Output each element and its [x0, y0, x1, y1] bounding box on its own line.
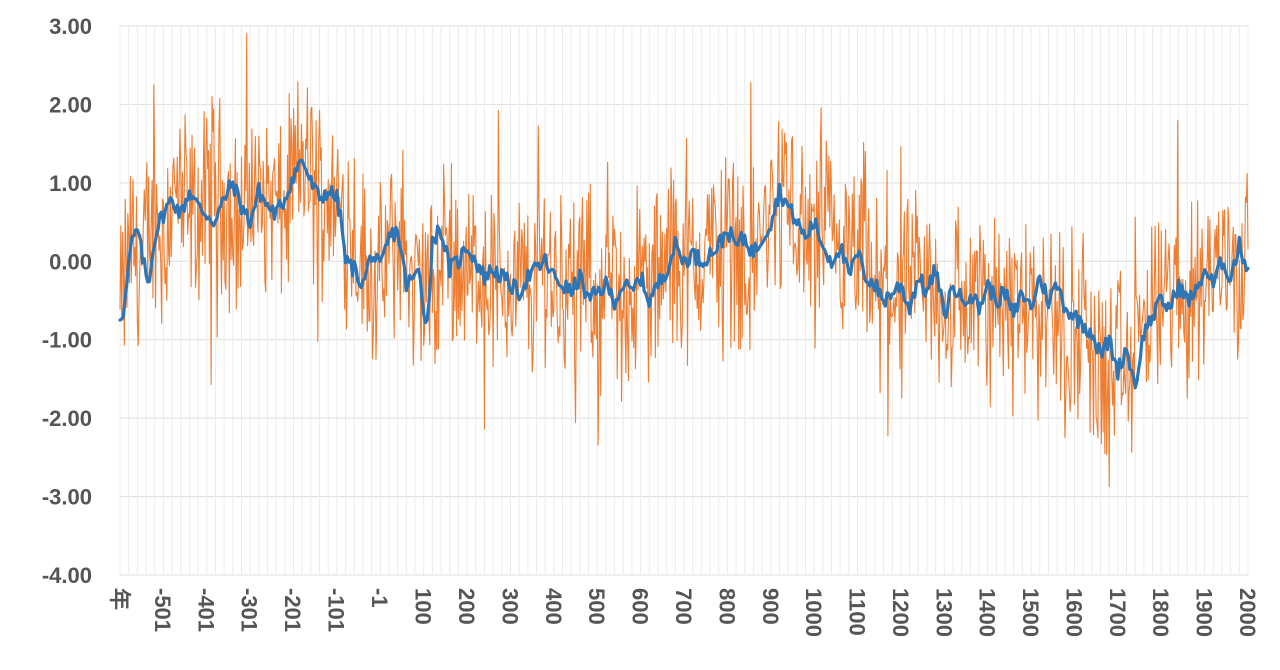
x-tick-label: 400 [541, 588, 566, 625]
y-tick-label: -3.00 [42, 485, 92, 510]
y-tick-label: 1.00 [49, 171, 92, 196]
x-tick-label: 1200 [888, 588, 913, 637]
x-tick-label: 700 [671, 588, 696, 625]
x-tick-label: 1000 [801, 588, 826, 637]
series-smoothed-line [118, 158, 1250, 390]
y-tick-label: 3.00 [49, 14, 92, 39]
x-tick-label: 500 [584, 588, 609, 625]
x-tick-label: 1100 [845, 588, 870, 636]
x-tick-label: 1300 [931, 588, 956, 637]
x-tick-label: 900 [758, 588, 783, 625]
x-tick-label: 1500 [1018, 588, 1043, 637]
x-tick-label: 1400 [975, 588, 1000, 637]
x-tick-label: -301 [237, 588, 262, 632]
x-tick-label: 2000 [1235, 588, 1260, 637]
series-smoothed-group [118, 158, 1250, 390]
x-tick-label: 300 [497, 588, 522, 625]
x-tick-label: -401 [193, 588, 218, 632]
x-tick-label: 600 [628, 588, 653, 625]
y-axis-tick-labels: 3.00 2.00 1.00 0.00 -1.00 -2.00 -3.00 -4.00 [42, 14, 92, 588]
x-tick-label: 年 [107, 588, 132, 610]
y-tick-label: -1.00 [42, 328, 92, 353]
x-axis-tick-labels: 年 -501 -401 -301 -201 -101 -1 100 200 300 400 500 60… [107, 588, 1260, 637]
y-tick-label: -2.00 [42, 406, 92, 431]
x-tick-label: 800 [714, 588, 739, 625]
y-tick-label: -4.00 [42, 563, 92, 588]
x-tick-label: 1800 [1148, 588, 1173, 637]
x-tick-label: 1900 [1192, 588, 1217, 637]
y-tick-label: 2.00 [49, 92, 92, 117]
x-tick-label: -101 [323, 588, 348, 632]
x-tick-label: -1 [367, 588, 392, 608]
vertical-gridlines [119, 26, 1249, 575]
x-tick-label: 1600 [1061, 588, 1086, 637]
x-tick-label: -501 [150, 588, 175, 632]
x-tick-label: 200 [454, 588, 479, 625]
y-tick-label: 0.00 [49, 249, 92, 274]
x-tick-label: 1700 [1105, 588, 1130, 637]
x-tick-label: -201 [280, 588, 305, 632]
x-tick-label: 100 [411, 588, 436, 625]
